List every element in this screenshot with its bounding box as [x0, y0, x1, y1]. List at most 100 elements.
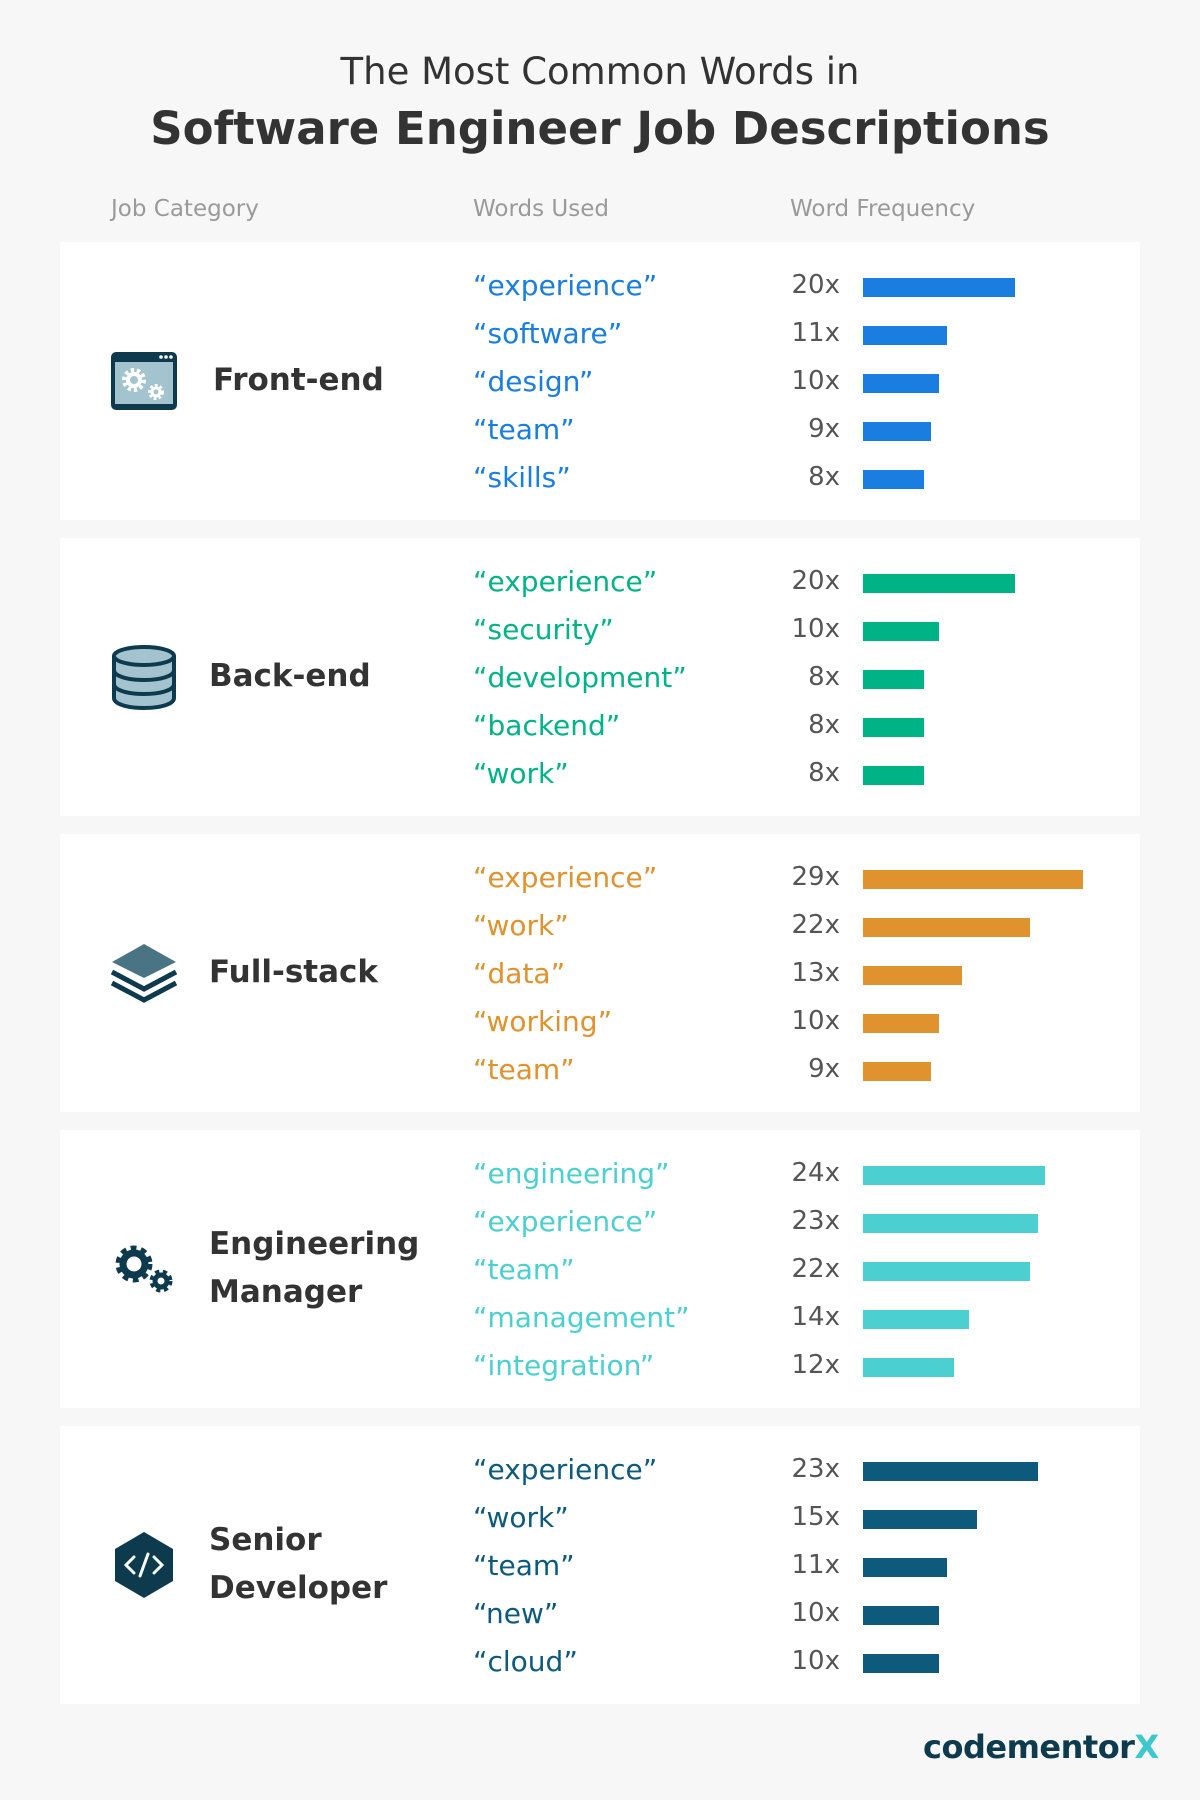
category-label: Senior Developer	[209, 1522, 388, 1606]
word-row: “team” 22x	[60, 1247, 1140, 1295]
category-card: Front-end “experience” 20x “software” 11x “de…	[60, 242, 1140, 520]
word-row: “experience” 20x	[60, 559, 1140, 607]
browser-gears-icon	[109, 346, 179, 416]
frequency-bar	[863, 1214, 1038, 1233]
frequency-bar	[863, 966, 962, 985]
category-card: Full-stack “experience” 29x “work” 22x “data”…	[60, 834, 1140, 1112]
frequency-bar	[863, 918, 1031, 937]
category-card: Senior Developer “experience” 23x “work” 15x…	[60, 1426, 1140, 1704]
frequency-bar	[863, 1262, 1031, 1281]
frequency-bar	[863, 870, 1084, 889]
frequency-label: 13x	[791, 958, 840, 988]
word-row: “data” 13x	[60, 951, 1140, 999]
word-row: “integration” 12x	[60, 1343, 1140, 1391]
frequency-bar	[863, 1166, 1046, 1185]
frequency-label: 8x	[808, 662, 840, 692]
word-label: “work”	[473, 1501, 569, 1534]
frequency-label: 10x	[791, 366, 840, 396]
word-label: “team”	[473, 1549, 575, 1582]
word-row: “working” 10x	[60, 999, 1140, 1047]
frequency-bar	[863, 766, 924, 785]
frequency-bar	[863, 1462, 1038, 1481]
word-row: “work” 15x	[60, 1495, 1140, 1543]
frequency-label: 10x	[791, 1006, 840, 1036]
word-label: “work”	[473, 909, 569, 942]
frequency-bar	[863, 574, 1015, 593]
frequency-bar	[863, 718, 924, 737]
word-row: “work” 8x	[60, 751, 1140, 799]
frequency-label: 20x	[791, 270, 840, 300]
frequency-bar	[863, 1062, 932, 1081]
word-label: “design”	[473, 365, 594, 398]
word-label: “integration”	[473, 1349, 655, 1382]
frequency-bar	[863, 1014, 939, 1033]
word-row: “cloud” 10x	[60, 1639, 1140, 1687]
frequency-bar	[863, 1358, 955, 1377]
word-label: “cloud”	[473, 1645, 578, 1678]
frequency-label: 14x	[791, 1302, 840, 1332]
word-row: “work” 22x	[60, 903, 1140, 951]
category-label: Front-end	[213, 362, 384, 398]
frequency-label: 22x	[791, 1254, 840, 1284]
frequency-label: 23x	[791, 1454, 840, 1484]
frequency-label: 15x	[791, 1502, 840, 1532]
word-label: “team”	[473, 1253, 575, 1286]
word-label: “experience”	[473, 269, 658, 302]
word-label: “team”	[473, 1053, 575, 1086]
codementorx-logo: codementorX	[923, 1728, 1159, 1766]
word-label: “new”	[473, 1597, 559, 1630]
word-row: “experience” 23x	[60, 1447, 1140, 1495]
frequency-label: 8x	[808, 710, 840, 740]
frequency-bar	[863, 422, 932, 441]
frequency-bar	[863, 670, 924, 689]
frequency-bar	[863, 470, 924, 489]
word-row: “backend” 8x	[60, 703, 1140, 751]
word-row: “new” 10x	[60, 1591, 1140, 1639]
word-row: “team” 9x	[60, 407, 1140, 455]
title-line-2: Software Engineer Job Descriptions	[150, 102, 1050, 155]
frequency-bar	[863, 278, 1015, 297]
frequency-label: 8x	[808, 462, 840, 492]
frequency-label: 10x	[791, 1598, 840, 1628]
word-label: “engineering”	[473, 1157, 670, 1190]
category-card: Back-end “experience” 20x “security” 10x “dev…	[60, 538, 1140, 816]
frequency-label: 24x	[791, 1158, 840, 1188]
word-row: “skills” 8x	[60, 455, 1140, 503]
word-row: “experience” 20x	[60, 263, 1140, 311]
frequency-label: 9x	[808, 1054, 840, 1084]
word-label: “experience”	[473, 565, 658, 598]
category-label: Back-end	[209, 658, 371, 694]
header-words-used: Words Used	[473, 196, 609, 222]
frequency-label: 22x	[791, 910, 840, 940]
word-label: “work”	[473, 757, 569, 790]
frequency-bar	[863, 1510, 977, 1529]
word-label: “team”	[473, 413, 575, 446]
frequency-label: 8x	[808, 758, 840, 788]
frequency-bar	[863, 622, 939, 641]
frequency-bar	[863, 1558, 947, 1577]
code-hexagon-icon	[109, 1530, 179, 1600]
word-label: “experience”	[473, 1205, 658, 1238]
frequency-label: 9x	[808, 414, 840, 444]
frequency-label: 10x	[791, 614, 840, 644]
word-row: “team” 9x	[60, 1047, 1140, 1095]
frequency-label: 11x	[791, 318, 840, 348]
frequency-label: 12x	[791, 1350, 840, 1380]
category-card: Engineering Manager “engineering” 24x “expe…	[60, 1130, 1140, 1408]
frequency-label: 10x	[791, 1646, 840, 1676]
word-row: “experience” 29x	[60, 855, 1140, 903]
category-label: Engineering Manager	[209, 1226, 420, 1310]
word-label: “data”	[473, 957, 566, 990]
frequency-bar	[863, 326, 947, 345]
word-label: “working”	[473, 1005, 613, 1038]
word-row: “engineering” 24x	[60, 1151, 1140, 1199]
word-label: “security”	[473, 613, 614, 646]
frequency-bar	[863, 1310, 970, 1329]
word-row: “management” 14x	[60, 1295, 1140, 1343]
layers-icon	[109, 938, 179, 1008]
word-label: “skills”	[473, 461, 571, 494]
word-label: “experience”	[473, 861, 658, 894]
word-row: “development” 8x	[60, 655, 1140, 703]
frequency-bar	[863, 1654, 939, 1673]
